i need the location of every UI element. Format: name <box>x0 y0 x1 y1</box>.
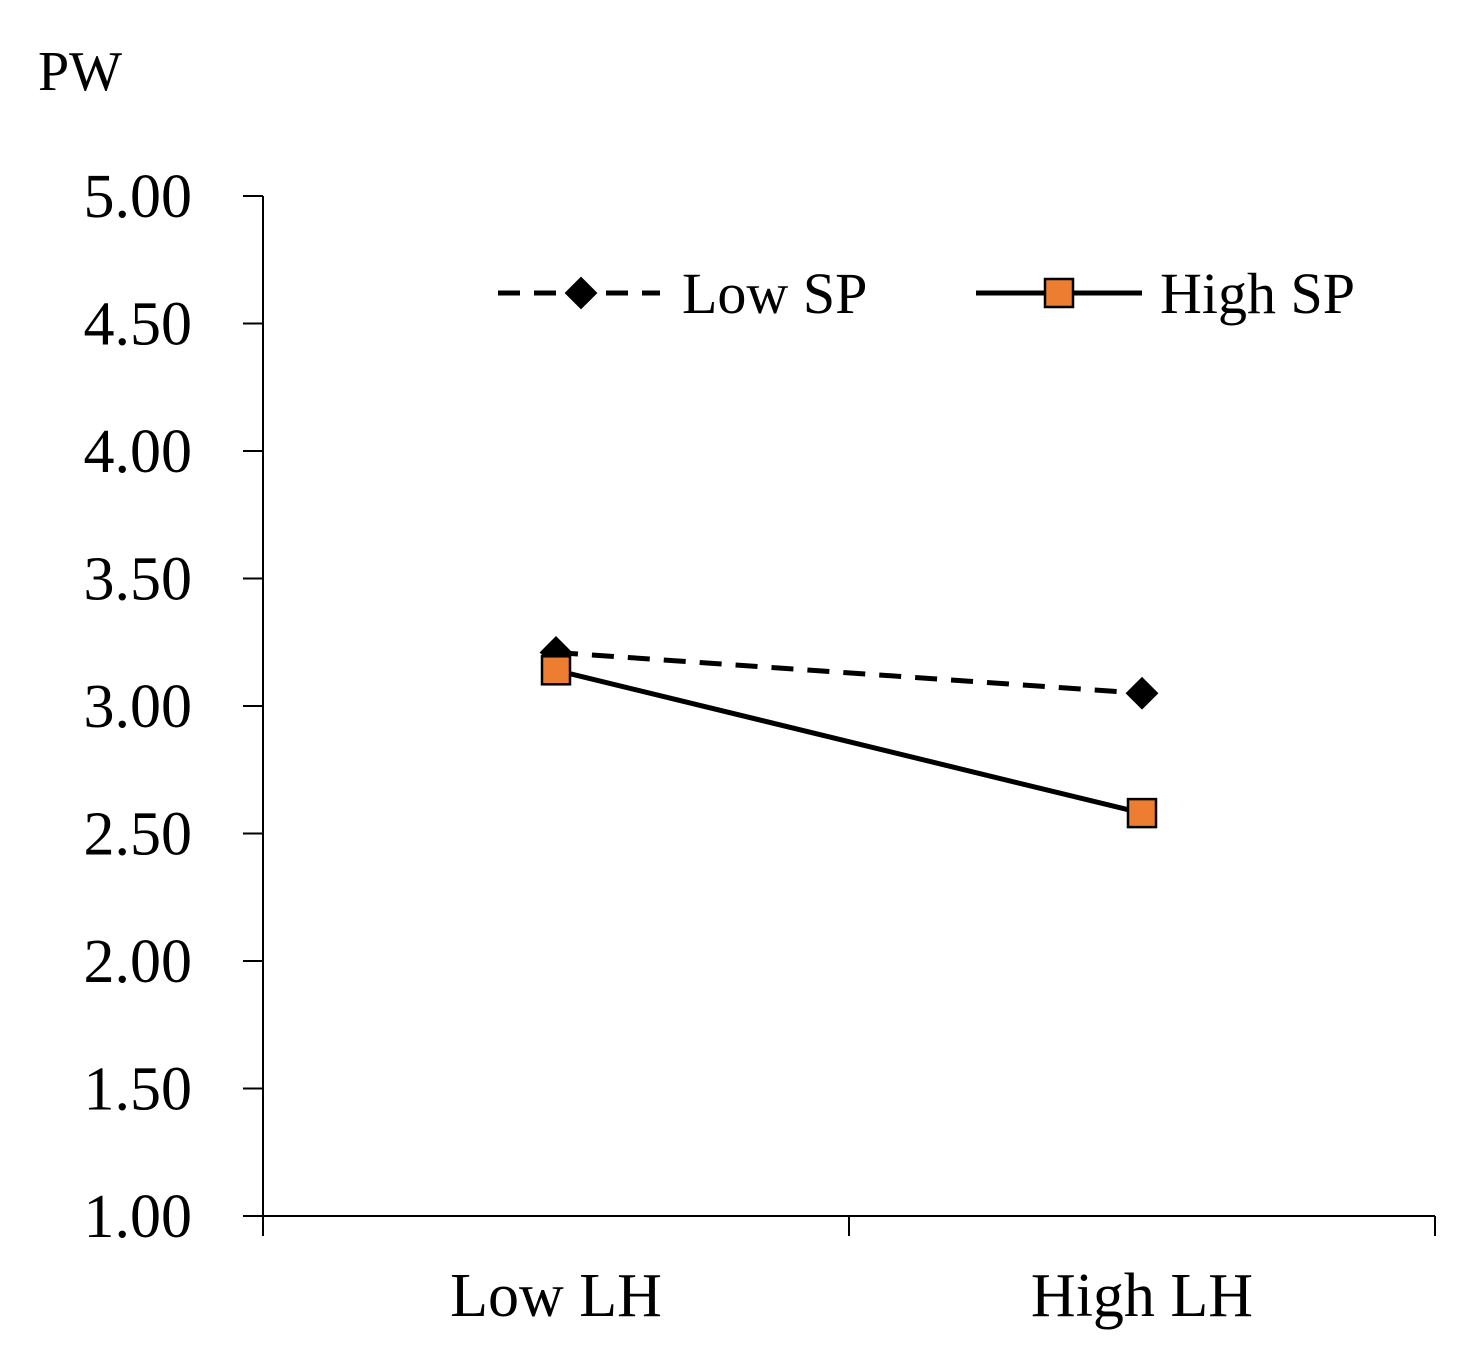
x-tick-label: High LH <box>1031 1262 1253 1330</box>
legend-marker-high-sp <box>1043 277 1075 309</box>
y-tick-label: 3.00 <box>84 673 193 741</box>
y-tick-label: 1.50 <box>84 1056 193 1124</box>
y-tick-label: 1.00 <box>84 1183 193 1251</box>
y-tick-label: 5.00 <box>84 163 193 231</box>
legend-label-low-sp: Low SP <box>682 261 867 326</box>
y-tick-label: 4.50 <box>84 291 193 359</box>
legend-marker-low-sp <box>564 276 598 310</box>
legend-label-high-sp: High SP <box>1160 261 1355 326</box>
data-point-high-sp <box>540 655 572 686</box>
axes: 1.00 1.50 2.00 2.50 3.00 3.50 4.00 4.50 5.00 Low … <box>84 163 1436 1330</box>
y-tick-label: 2.50 <box>84 801 193 869</box>
x-tick-label: Low LH <box>450 1262 662 1330</box>
legend: Low SP High SP <box>498 261 1355 326</box>
series-line-high-sp <box>555 667 1143 816</box>
y-axis-label: PW <box>38 41 122 103</box>
data-point-high-sp <box>1126 797 1158 829</box>
y-tick-label: 2.00 <box>84 928 193 996</box>
y-tick-label: 3.50 <box>84 546 193 614</box>
plot-area <box>539 636 1159 829</box>
data-point-low-sp <box>1125 676 1159 710</box>
series-line-low-sp <box>555 649 1143 696</box>
y-tick-label: 4.00 <box>84 418 193 486</box>
